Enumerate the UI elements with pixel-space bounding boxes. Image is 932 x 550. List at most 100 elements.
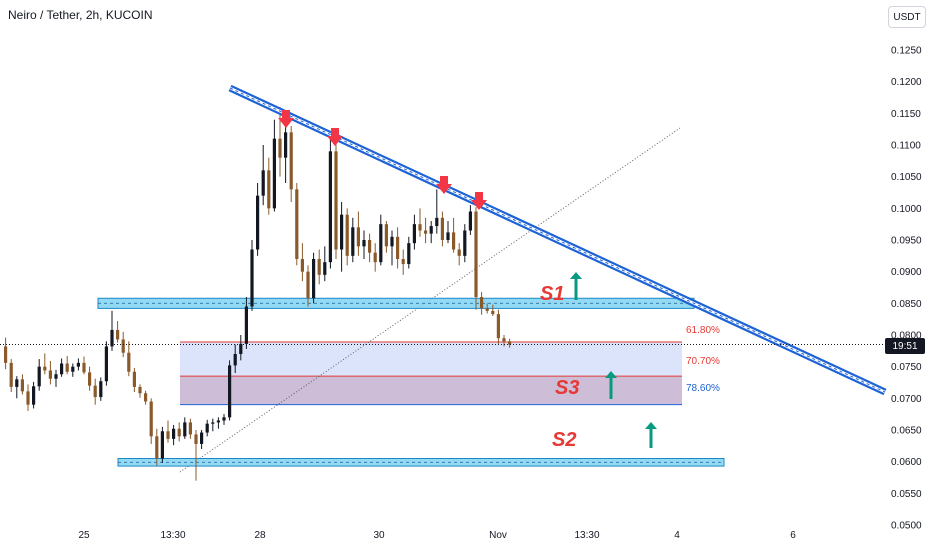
candle — [54, 369, 58, 387]
candle-body — [15, 379, 19, 387]
candle — [278, 107, 282, 177]
candle-body — [446, 232, 450, 240]
candle-body — [429, 226, 433, 234]
x-axis-tick-label: 30 — [373, 530, 385, 541]
x-axis-tick-label: 13:30 — [160, 530, 185, 541]
candle-body — [496, 314, 500, 339]
candle-body — [401, 259, 405, 265]
last-price-tag: 19:51 — [885, 338, 925, 354]
candle — [429, 221, 433, 244]
candle — [188, 418, 192, 439]
candle — [250, 240, 254, 311]
candle-body — [26, 391, 30, 405]
candle — [446, 221, 450, 244]
candle — [60, 358, 64, 377]
candle-body — [188, 422, 192, 435]
candle — [306, 265, 310, 307]
candle-body — [256, 195, 260, 250]
candle — [104, 341, 108, 386]
candle-body — [485, 308, 489, 311]
y-axis-tick-label: 0.1050 — [891, 172, 922, 183]
candle-body — [9, 362, 13, 387]
candle-body — [491, 310, 495, 315]
candle — [401, 249, 405, 275]
y-axis-tick-label: 0.0750 — [891, 362, 922, 373]
fib-zone-lower — [180, 376, 682, 405]
candle-body — [463, 230, 467, 256]
y-axis-tick-label: 0.0850 — [891, 299, 922, 310]
candle-body — [440, 217, 444, 240]
candle — [172, 424, 176, 446]
y-axis-tick-label: 0.0600 — [891, 457, 922, 468]
candle-body — [76, 362, 80, 367]
y-axis-tick-label: 0.0950 — [891, 236, 922, 247]
candle-body — [116, 329, 120, 340]
candle-body — [474, 211, 478, 297]
fib-label: 70.70% — [686, 356, 720, 367]
candle — [508, 338, 512, 348]
candle — [211, 418, 215, 432]
y-axis-tick-label: 0.1100 — [891, 141, 921, 152]
zone-label-s1: S1 — [540, 283, 564, 305]
candle-body — [457, 249, 461, 256]
zone-label-s2: S2 — [552, 429, 576, 451]
up-arrow-icon — [570, 272, 582, 279]
candle-body — [228, 365, 232, 418]
candle — [463, 224, 467, 263]
x-axis-tick-label: Nov — [489, 530, 507, 541]
candle — [468, 205, 472, 235]
candle-body — [468, 211, 472, 231]
candle-body — [110, 329, 114, 347]
candle — [418, 208, 422, 237]
candle-body — [317, 259, 321, 275]
candle-body — [200, 432, 204, 444]
candle — [480, 291, 484, 315]
y-axis-tick-label: 0.0800 — [891, 331, 922, 342]
candle-body — [328, 151, 332, 263]
candle — [328, 138, 332, 269]
candle-body — [48, 370, 52, 379]
candle — [37, 359, 41, 391]
candle — [300, 243, 304, 282]
candle — [4, 337, 8, 370]
candle — [407, 236, 411, 269]
x-axis-tick-label: 6 — [790, 530, 796, 541]
candle-body — [172, 428, 176, 439]
candle-body — [222, 417, 226, 421]
candle — [267, 157, 271, 215]
candle — [379, 214, 383, 266]
candle — [244, 297, 248, 349]
currency-selector-button[interactable]: USDT — [888, 6, 926, 28]
candle-body — [435, 217, 439, 227]
candle — [9, 359, 13, 392]
candle-body — [20, 379, 24, 392]
candle-body — [351, 227, 355, 256]
candle — [424, 217, 428, 244]
candle — [26, 384, 30, 411]
candle — [239, 335, 243, 361]
candle — [474, 207, 478, 310]
candle-body — [396, 236, 400, 259]
candle — [435, 189, 439, 234]
down-arrow-icon — [278, 110, 294, 128]
candle — [149, 398, 153, 444]
candle-body — [43, 366, 47, 371]
candle-body — [284, 132, 288, 158]
candle — [233, 344, 237, 373]
candle — [496, 309, 500, 344]
candle-body — [295, 189, 299, 259]
candle — [491, 304, 495, 316]
candle — [177, 422, 181, 442]
y-axis-tick-label: 0.1200 — [891, 77, 922, 88]
y-axis-tick-label: 0.0550 — [891, 489, 922, 500]
candle-body — [345, 214, 349, 256]
candle — [368, 233, 372, 263]
candle-body — [261, 170, 265, 196]
candle — [384, 221, 388, 253]
up-arrow-icon — [645, 422, 657, 429]
candle — [373, 243, 377, 272]
x-axis-tick-label: 28 — [254, 530, 266, 541]
candle-body — [289, 132, 293, 190]
candle — [317, 249, 321, 285]
